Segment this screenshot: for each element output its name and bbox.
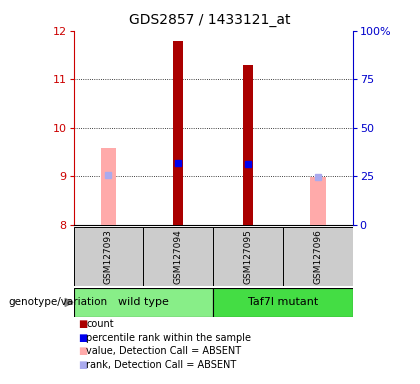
Polygon shape [65,298,73,306]
Bar [101,148,116,225]
Bar [213,227,283,286]
Text: ■: ■ [78,319,87,329]
Text: Taf7l mutant: Taf7l mutant [248,297,318,308]
Bar [173,41,184,225]
Bar [310,177,326,225]
Text: value, Detection Call = ABSENT: value, Detection Call = ABSENT [86,346,241,356]
Text: GSM127093: GSM127093 [104,229,113,284]
Text: ■: ■ [78,333,87,343]
Text: GSM127094: GSM127094 [174,229,183,284]
Text: genotype/variation: genotype/variation [8,297,108,308]
Text: ■: ■ [78,360,87,370]
Bar [143,227,213,286]
Text: GSM127095: GSM127095 [244,229,252,284]
Bar [213,288,353,317]
Text: percentile rank within the sample: percentile rank within the sample [86,333,251,343]
Bar [283,227,353,286]
Text: ■: ■ [78,346,87,356]
Bar [243,65,253,225]
Text: rank, Detection Call = ABSENT: rank, Detection Call = ABSENT [86,360,236,370]
Text: GDS2857 / 1433121_at: GDS2857 / 1433121_at [129,13,291,27]
Text: count: count [86,319,114,329]
Text: wild type: wild type [118,297,169,308]
Bar [74,288,213,317]
Text: GSM127096: GSM127096 [313,229,323,284]
Bar [74,227,143,286]
